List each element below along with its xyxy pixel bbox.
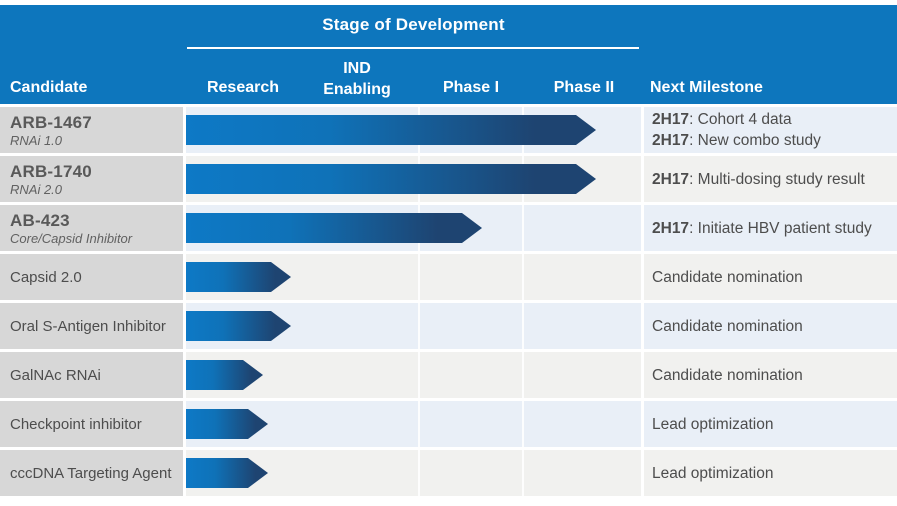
candidate-name: GalNAc RNAi — [10, 366, 101, 384]
stage-gridline — [418, 401, 420, 447]
progress-arrow — [186, 409, 268, 439]
candidate-subtitle: RNAi 2.0 — [10, 182, 63, 197]
candidate-subtitle: Core/Capsid Inhibitor — [10, 231, 133, 246]
milestone-line: Candidate nomination — [652, 316, 897, 337]
progress-arrow — [186, 164, 596, 194]
milestone-cell: Candidate nomination — [644, 303, 897, 349]
stage-chart-cell — [186, 401, 641, 447]
stage-gridline — [418, 303, 420, 349]
candidate-name: Capsid 2.0 — [10, 268, 82, 286]
milestone-text: Candidate nomination — [652, 366, 803, 384]
milestone-text: : New combo study — [689, 132, 821, 149]
pipeline-row-oral-s-antigen: Oral S-Antigen Inhibitor Candidate nomin… — [0, 303, 897, 349]
column-header-next-milestone: Next Milestone — [650, 79, 763, 96]
candidate-cell: Capsid 2.0 — [0, 254, 183, 300]
header-band: Stage of Development Candidate Research … — [0, 5, 897, 104]
candidate-subtitle: RNAi 1.0 — [10, 133, 63, 148]
pipeline-row-ab-423: AB-423 Core/Capsid Inhibitor 2H17: Initi… — [0, 205, 897, 251]
progress-arrow — [186, 262, 291, 292]
column-header-phase-1: Phase I — [442, 79, 500, 96]
candidate-name: cccDNA Targeting Agent — [10, 464, 172, 482]
milestone-line: 2H17: Multi-dosing study result — [652, 169, 897, 190]
pipeline-row-galnac-rnai: GalNAc RNAi Candidate nomination — [0, 352, 897, 398]
stage-chart-cell — [186, 205, 641, 251]
candidate-cell: GalNAc RNAi — [0, 352, 183, 398]
progress-arrow — [186, 360, 263, 390]
candidate-name: ARB-1467 — [10, 113, 92, 132]
progress-arrow — [186, 115, 596, 145]
milestone-period: 2H17 — [652, 219, 690, 237]
milestone-period: 2H17 — [652, 170, 690, 188]
candidate-name: Oral S-Antigen Inhibitor — [10, 317, 166, 335]
stage-gridline — [418, 254, 420, 300]
milestone-period: 2H17 — [652, 132, 690, 149]
milestone-line: 2H17: Cohort 4 data — [652, 109, 897, 130]
stage-chart-cell — [186, 254, 641, 300]
candidate-cell: AB-423 Core/Capsid Inhibitor — [0, 205, 183, 251]
milestone-line: Candidate nomination — [652, 267, 897, 288]
milestone-line: 2H17: New combo study — [652, 130, 897, 151]
milestone-cell: 2H17: Initiate HBV patient study — [644, 205, 897, 251]
stage-chart-cell — [186, 303, 641, 349]
stage-chart-cell — [186, 352, 641, 398]
milestone-cell: Lead optimization — [644, 450, 897, 496]
milestone-text: : Cohort 4 data — [689, 111, 792, 128]
stage-chart-cell — [186, 156, 641, 202]
milestone-text: Candidate nomination — [652, 268, 803, 286]
milestone-text: Lead optimization — [652, 464, 774, 482]
column-header-ind-enabling: IND Enabling — [300, 58, 414, 100]
column-header-research: Research — [206, 79, 280, 96]
stage-title-underline — [187, 47, 639, 49]
progress-arrow — [186, 458, 268, 488]
column-header-phase-2: Phase II — [553, 79, 615, 96]
progress-arrow — [186, 213, 482, 243]
milestone-text: Lead optimization — [652, 415, 774, 433]
stage-gridline — [522, 303, 524, 349]
milestone-line: Candidate nomination — [652, 365, 897, 386]
pipeline-row-arb-1467: ARB-1467 RNAi 1.0 2H17: Cohort 4 data 2H… — [0, 107, 897, 153]
milestone-text: : Initiate HBV patient study — [689, 219, 872, 237]
milestone-line: 2H17: Initiate HBV patient study — [652, 218, 897, 239]
column-header-candidate: Candidate — [10, 79, 88, 96]
column-header-ind-line2: Enabling — [323, 81, 391, 98]
milestone-period: 2H17 — [652, 111, 690, 128]
milestone-text: : Multi-dosing study result — [689, 170, 865, 188]
candidate-name: Checkpoint inhibitor — [10, 415, 142, 433]
pipeline-row-capsid-2-0: Capsid 2.0 Candidate nomination — [0, 254, 897, 300]
progress-arrow — [186, 311, 291, 341]
stage-chart-cell — [186, 107, 641, 153]
milestone-cell: 2H17: Multi-dosing study result — [644, 156, 897, 202]
pipeline-row-arb-1740: ARB-1740 RNAi 2.0 2H17: Multi-dosing stu… — [0, 156, 897, 202]
stage-gridline — [418, 450, 420, 496]
milestone-text: Candidate nomination — [652, 317, 803, 335]
candidate-cell: Checkpoint inhibitor — [0, 401, 183, 447]
candidate-name: ARB-1740 — [10, 162, 92, 181]
candidate-cell: ARB-1467 RNAi 1.0 — [0, 107, 183, 153]
stage-gridline — [522, 450, 524, 496]
stage-gridline — [522, 352, 524, 398]
stage-chart-cell — [186, 450, 641, 496]
stage-of-development-title: Stage of Development — [322, 15, 505, 34]
milestone-line: Lead optimization — [652, 414, 897, 435]
milestone-cell: Candidate nomination — [644, 254, 897, 300]
milestone-cell: Lead optimization — [644, 401, 897, 447]
candidate-name: AB-423 — [10, 211, 70, 230]
stage-gridline — [418, 352, 420, 398]
stage-gridline — [522, 401, 524, 447]
pipeline-rows: ARB-1467 RNAi 1.0 2H17: Cohort 4 data 2H… — [0, 107, 897, 499]
milestone-line: Lead optimization — [652, 463, 897, 484]
stage-gridline — [522, 205, 524, 251]
milestone-cell: Candidate nomination — [644, 352, 897, 398]
stage-gridline — [522, 254, 524, 300]
candidate-cell: Oral S-Antigen Inhibitor — [0, 303, 183, 349]
candidate-cell: ARB-1740 RNAi 2.0 — [0, 156, 183, 202]
candidate-cell: cccDNA Targeting Agent — [0, 450, 183, 496]
milestone-cell: 2H17: Cohort 4 data 2H17: New combo stud… — [644, 107, 897, 153]
pipeline-row-checkpoint-inhibitor: Checkpoint inhibitor Lead optimization — [0, 401, 897, 447]
pipeline-row-cccdna-targeting-agent: cccDNA Targeting Agent Lead optimization — [0, 450, 897, 496]
column-header-ind-line1: IND — [343, 60, 371, 77]
